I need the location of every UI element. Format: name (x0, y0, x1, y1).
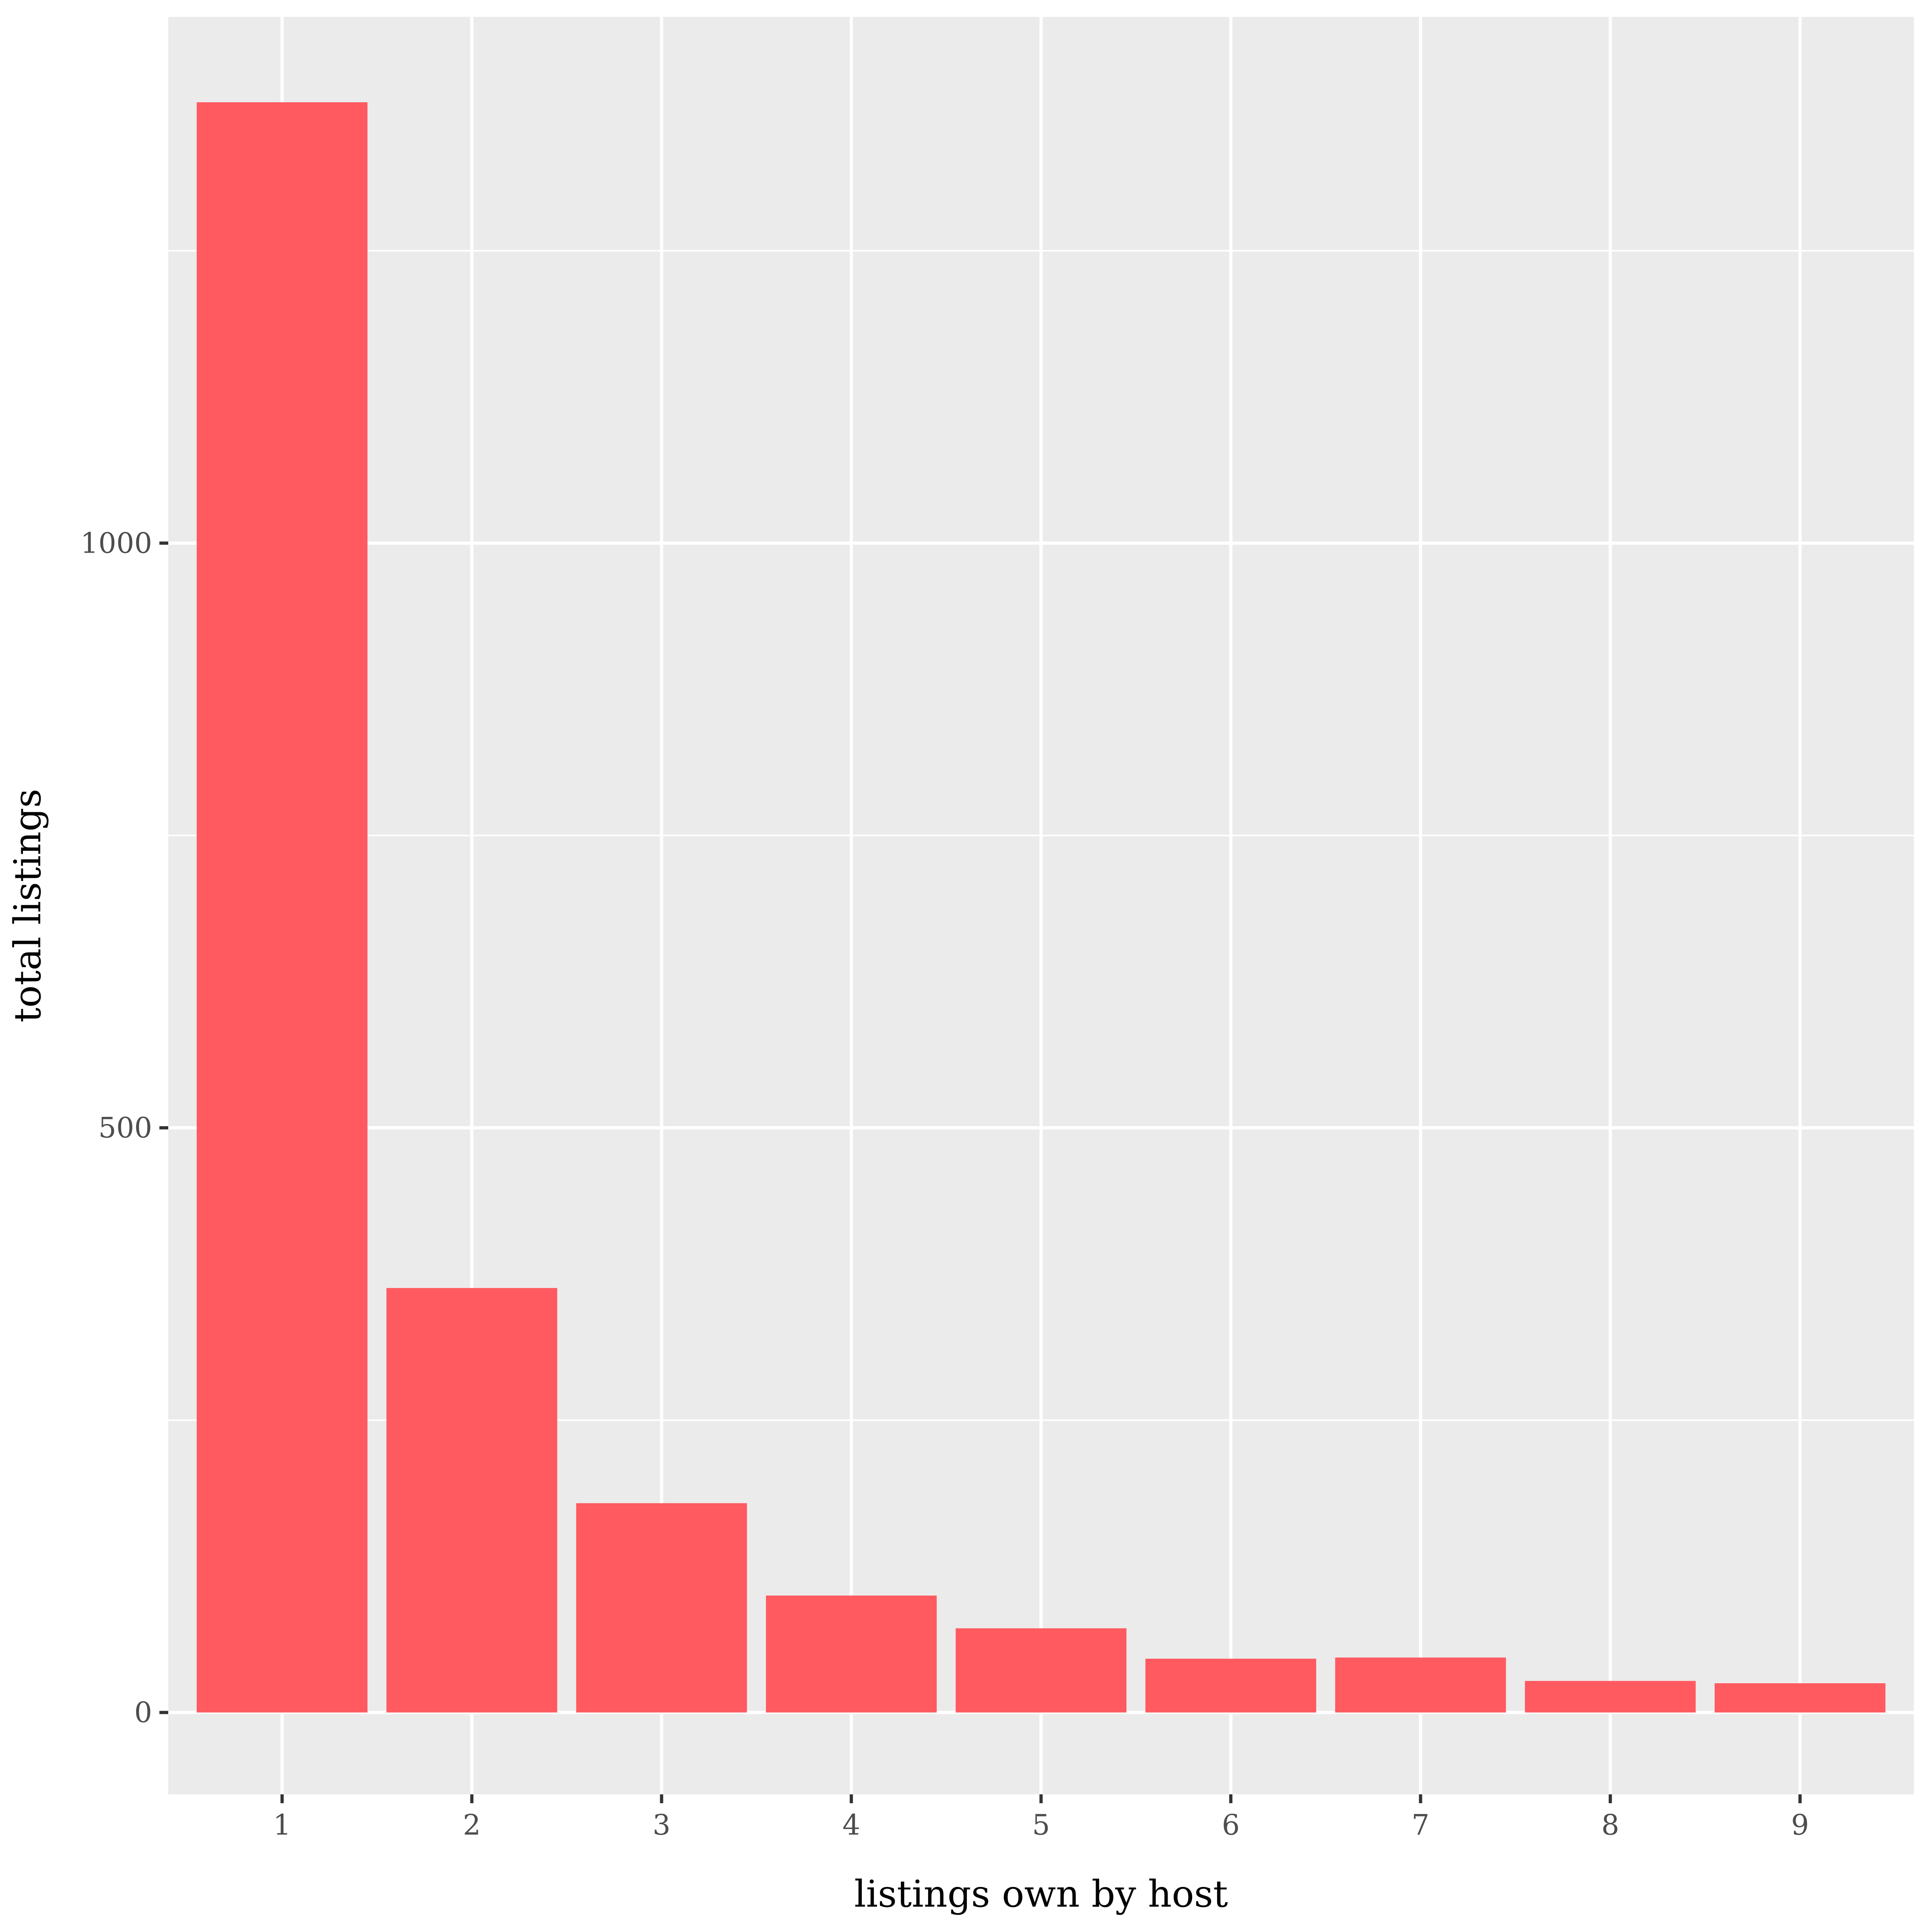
x-axis-title: listings own by host (854, 1872, 1228, 1915)
x-tick-label: 2 (463, 1808, 481, 1841)
x-tick-label: 3 (652, 1808, 671, 1841)
bar-2 (386, 1288, 557, 1713)
bar-1 (196, 102, 367, 1713)
bar-8 (1525, 1681, 1696, 1713)
y-axis: 0 500 1000 (80, 526, 168, 1729)
bar-3 (576, 1503, 747, 1713)
bar-4 (766, 1596, 937, 1713)
x-tick-label: 7 (1412, 1808, 1430, 1841)
x-axis: 1 2 3 4 5 6 7 8 9 (273, 1794, 1809, 1841)
y-tick-label: 0 (134, 1696, 152, 1729)
x-tick-label: 4 (842, 1808, 861, 1841)
bar-5 (956, 1628, 1127, 1713)
y-tick-label: 500 (98, 1111, 152, 1144)
bar-7 (1335, 1657, 1506, 1713)
bar-6 (1145, 1658, 1317, 1713)
bars (196, 102, 1886, 1713)
x-tick-label: 9 (1791, 1808, 1809, 1841)
x-tick-label: 8 (1601, 1808, 1619, 1841)
x-tick-label: 6 (1222, 1808, 1240, 1841)
x-tick-label: 5 (1032, 1808, 1050, 1841)
x-tick-label: 1 (273, 1808, 291, 1841)
y-axis-title: total listings (6, 789, 49, 1023)
bar-9 (1715, 1683, 1886, 1713)
y-tick-label: 1000 (80, 526, 152, 559)
